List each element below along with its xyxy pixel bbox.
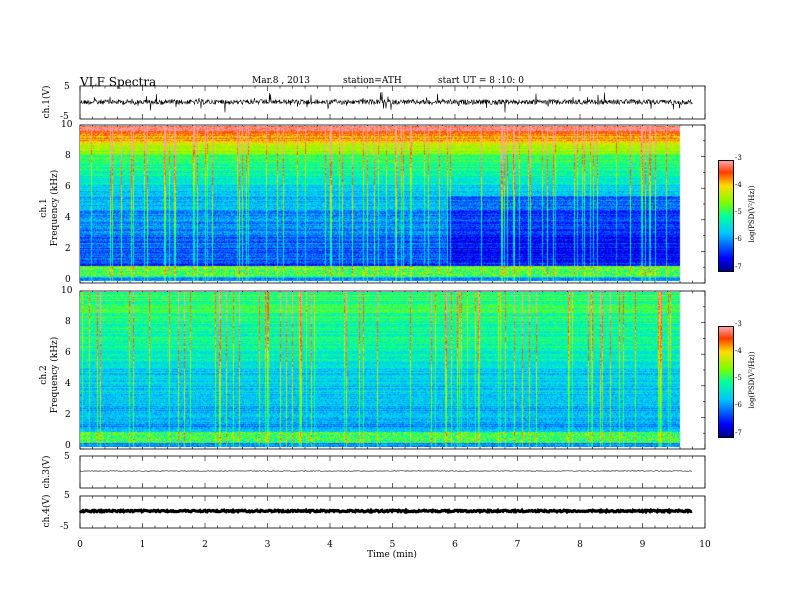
ch1-waveform-trace — [79, 91, 693, 113]
cbar2-tick: -3 — [735, 320, 742, 328]
start-time-label: start UT = 8 :10: 0 — [438, 76, 524, 86]
x-tick-label: 4 — [327, 540, 333, 550]
ch2-freq-ytick: 2 — [65, 410, 71, 420]
station-label: station=ATH — [343, 76, 402, 86]
x-tick-label: 10 — [699, 540, 711, 550]
x-tick-label: 8 — [577, 540, 583, 550]
cbar1-tick: -3 — [735, 154, 742, 162]
ch2-freq-ytick: 0 — [65, 441, 71, 451]
ch2-freq-ylabel: ch.2 Frequency (kHz) — [39, 335, 61, 415]
x-tick-label: 7 — [514, 540, 521, 550]
ch1-freq-ylabel: ch.1 Frequency (kHz) — [39, 168, 61, 248]
ch2-spectrogram-image — [80, 292, 692, 447]
ch1-spectrogram-image — [80, 126, 692, 281]
ch4-ytick: 5 — [64, 491, 70, 501]
x-tick-label: 2 — [202, 540, 208, 550]
cbar1-tick: -5 — [735, 208, 742, 216]
ch3-waveform-trace — [79, 470, 692, 472]
x-tick-label: 3 — [264, 540, 271, 550]
cbar2-tick: -5 — [735, 374, 742, 382]
ch4-ylabel: ch.4(V) — [42, 494, 52, 528]
x-tick-label: 9 — [639, 540, 646, 550]
chart-title: VLF Spectra — [80, 75, 157, 89]
x-axis-label: Time (min) — [367, 550, 417, 560]
cbar1-tick: -6 — [735, 235, 742, 243]
ch1-ylabel: ch.1(V) — [42, 85, 52, 119]
ch2-freq-ytick: 8 — [65, 317, 71, 327]
ch1-freq-ytick: 2 — [65, 244, 71, 254]
ch1-freq-ytick: 6 — [65, 182, 71, 192]
cbar1-tick: -4 — [735, 181, 742, 189]
cbar2-tick: -4 — [735, 347, 742, 355]
ch1-freq-ytick: 0 — [65, 275, 71, 285]
ch3-ytick: 5 — [64, 452, 70, 462]
ch2-freq-ytick: 10 — [61, 286, 73, 296]
ch1-ytick: 5 — [64, 82, 70, 92]
ch1-freq-ytick: 10 — [61, 120, 73, 130]
ch2-frequency-label: Frequency (kHz) — [50, 336, 60, 414]
x-tick-label: 0 — [77, 540, 83, 550]
ch1-colorbar — [718, 160, 734, 272]
ch1-freq-ytick: 8 — [65, 151, 71, 161]
ch2-channel-label: ch.2 — [39, 365, 49, 385]
ch2-freq-ytick: 6 — [65, 348, 71, 358]
ch4-waveform-trace — [78, 507, 693, 515]
x-tick-label: 6 — [452, 540, 458, 550]
cbar2-tick: -7 — [735, 429, 742, 437]
cbar2-label: log(PSD(V²/Hz)) — [748, 351, 756, 409]
ch4-ytick: -5 — [60, 522, 69, 532]
ch1-frequency-label: Frequency (kHz) — [50, 169, 60, 247]
ch1-ytick: -5 — [60, 112, 69, 122]
ch1-freq-ytick: 4 — [65, 213, 71, 223]
ch1-channel-label: ch.1 — [39, 198, 49, 218]
cbar1-tick: -7 — [735, 263, 742, 271]
x-tick-label: 5 — [389, 540, 396, 550]
x-tick-label: 1 — [139, 540, 146, 550]
date-label: Mar.8 , 2013 — [252, 76, 310, 86]
cbar2-tick: -6 — [735, 401, 742, 409]
ch2-freq-ytick: 4 — [65, 379, 71, 389]
cbar1-label: log(PSD(V²/Hz)) — [748, 185, 756, 243]
ch2-colorbar — [718, 326, 734, 438]
